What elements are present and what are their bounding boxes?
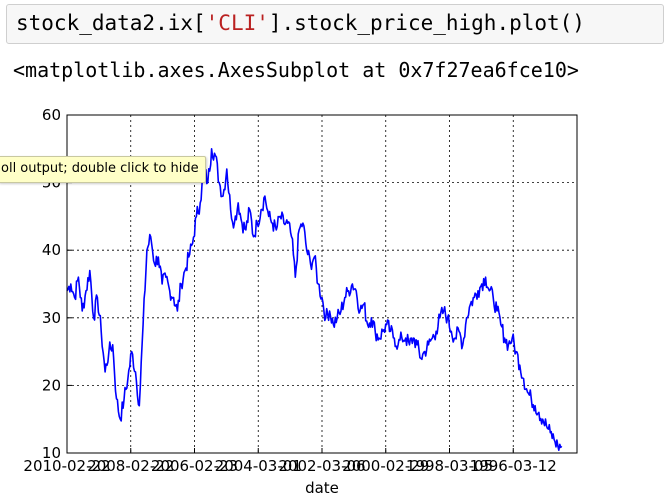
- code-prefix: stock_data2.ix[: [16, 11, 206, 35]
- y-tick-label: 60: [42, 106, 61, 124]
- x-tick-label: 2002-03-06: [278, 457, 365, 475]
- x-tick-label: 2004-03-01: [215, 457, 302, 475]
- code-suffix: ].stock_price_high.plot(): [268, 11, 585, 35]
- x-tick-label: 1998-03-05: [406, 457, 493, 475]
- y-tick-label: 10: [42, 444, 61, 462]
- x-tick-label: 2006-02-23: [151, 457, 238, 475]
- x-tick-label: 2008-02-22: [87, 457, 174, 475]
- x-tick-label: 2010-02-22: [23, 457, 110, 475]
- y-tick-label: 40: [42, 241, 61, 259]
- series-line: [66, 148, 563, 451]
- code-cell[interactable]: stock_data2.ix['CLI'].stock_price_high.p…: [6, 4, 664, 44]
- x-tick-label: 1996-03-12: [470, 457, 557, 475]
- x-axis-label: date: [305, 479, 339, 497]
- output-repr: <matplotlib.axes.AxesSubplot at 0x7f27ea…: [13, 58, 579, 82]
- y-tick-label: 20: [42, 376, 61, 394]
- scroll-output-tooltip: oll output; double click to hide: [0, 156, 206, 183]
- x-axis: 2010-02-222008-02-222006-02-232004-03-01…: [23, 448, 557, 475]
- code-line[interactable]: stock_data2.ix['CLI'].stock_price_high.p…: [16, 11, 585, 35]
- x-tick-label: 2000-02-29: [342, 457, 429, 475]
- code-string-literal: 'CLI': [205, 11, 269, 35]
- y-tick-label: 30: [42, 309, 61, 327]
- series-layer: [66, 148, 563, 451]
